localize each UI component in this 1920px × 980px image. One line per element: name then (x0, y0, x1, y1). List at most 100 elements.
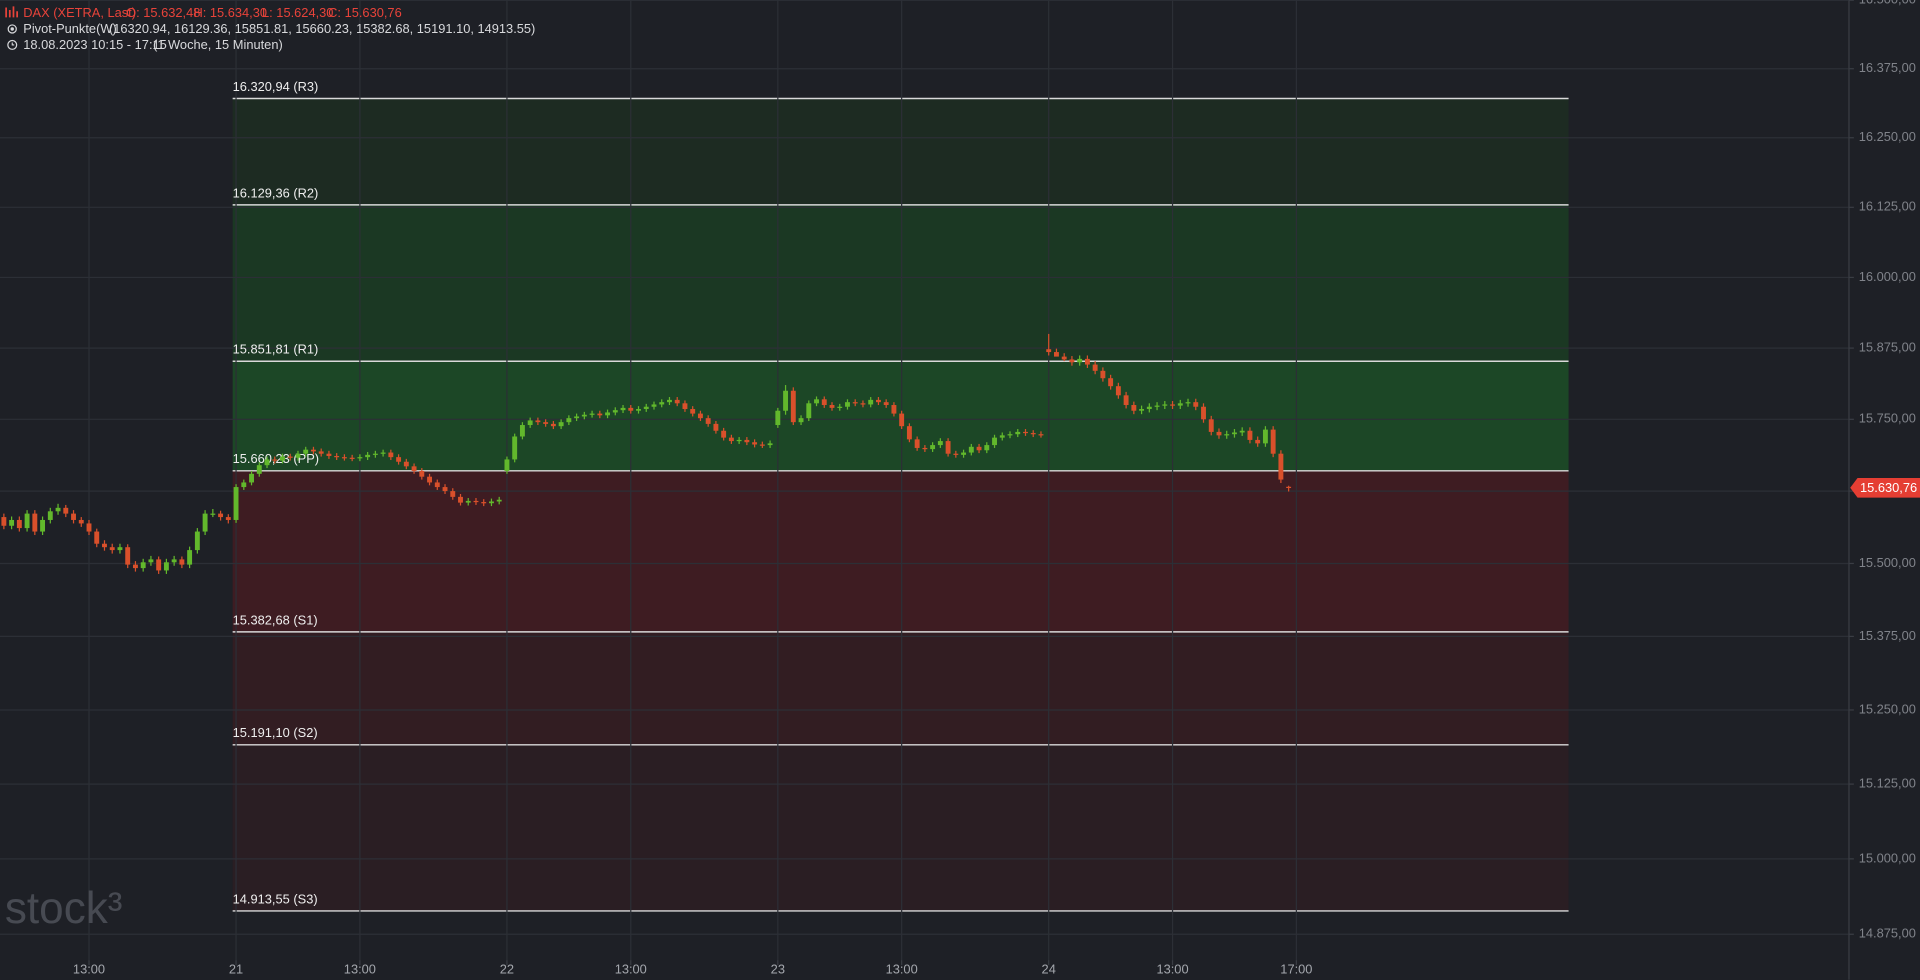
candle-body (1077, 358, 1083, 363)
close-value: C: 15.630,76 (328, 5, 402, 20)
candle-body (821, 399, 827, 406)
candle-body (845, 402, 850, 407)
candle-body (1046, 349, 1052, 353)
candle-body (798, 418, 804, 423)
x-tick-label: 13:00 (615, 961, 647, 976)
candle-body (465, 500, 471, 503)
candle-body (860, 403, 866, 405)
candle-body (179, 559, 185, 565)
candle-body (961, 452, 967, 455)
x-tick-label: 21 (229, 961, 243, 976)
candle-body (868, 399, 874, 405)
candle-body (1239, 430, 1245, 433)
pivot-label: 16.320,94 (R3) (233, 79, 319, 94)
candle-body (1278, 453, 1284, 480)
candle-body (9, 519, 15, 526)
x-tick-label: 22 (500, 961, 514, 976)
candle-body (620, 407, 626, 411)
candle-body (1247, 430, 1253, 440)
low-value: L: 15.624,30 (262, 5, 333, 20)
candle-body (1177, 403, 1183, 406)
y-tick-label: 16.000,00 (1859, 269, 1916, 284)
symbol: DAX (XETRA, Last) (23, 5, 136, 20)
candle-body (1123, 395, 1129, 406)
time-range: 18.08.2023 10:15 - 17:15 (23, 37, 167, 52)
candle-body (713, 423, 719, 431)
candle-body (1208, 419, 1214, 432)
candle-body (233, 487, 239, 520)
watermark: stock³ (5, 884, 123, 933)
open-value: O: 15.632,48 (126, 5, 200, 20)
candle-body (194, 531, 200, 551)
candle-body (473, 500, 479, 503)
candle-body (984, 445, 990, 451)
candle-body (357, 457, 363, 459)
candle-body (341, 457, 347, 459)
indicator-icon-dot (10, 27, 14, 31)
candle-body (1162, 404, 1168, 406)
candle-body (102, 543, 107, 548)
candle-body (1270, 429, 1276, 454)
candle-body (249, 473, 254, 483)
candle-body (574, 416, 580, 419)
candle-body (806, 403, 812, 419)
candle-body (1286, 486, 1292, 489)
time-range-note: (1 Woche, 15 Minuten) (153, 37, 283, 52)
candle-body (852, 402, 858, 404)
candle-body (527, 420, 533, 426)
x-tick-label: 13:00 (1156, 961, 1188, 976)
high-value: H: 15.634,30 (193, 5, 267, 20)
candle-body (210, 513, 216, 515)
candle-body (1054, 352, 1059, 357)
candle-body (783, 390, 789, 411)
candle-body (411, 466, 417, 471)
candle-body (295, 453, 301, 458)
y-tick-label: 16.250,00 (1859, 129, 1916, 144)
candle-body (829, 405, 835, 408)
candle-body (953, 453, 959, 455)
candle-body (968, 446, 974, 453)
candle-body (736, 439, 742, 442)
candle-body (1, 517, 7, 526)
candle-body (1232, 432, 1237, 435)
grid (0, 0, 1849, 961)
candle-body (1007, 434, 1013, 436)
candle-body (883, 402, 889, 406)
candle-body (922, 447, 928, 450)
last-price-label: 15.630,76 (1860, 480, 1917, 495)
candle-body (1131, 405, 1137, 411)
candle-body (1038, 434, 1044, 436)
y-tick-label: 15.375,00 (1859, 628, 1916, 643)
candle-body (163, 562, 169, 571)
y-tick-label: 16.125,00 (1859, 199, 1916, 214)
candle-body (767, 443, 773, 446)
candle-body (372, 453, 378, 455)
candle-body (1146, 406, 1152, 410)
pivot-label: 16.129,36 (R2) (233, 185, 319, 200)
candle-body (241, 482, 247, 488)
symbol-icon (5, 6, 18, 18)
candle-body (171, 559, 177, 563)
candle-body (759, 444, 765, 446)
x-tick-label: 23 (771, 961, 785, 976)
indicator-name: Pivot-Punkte(W) (23, 21, 117, 36)
plot: 16.320,94 (R3) 16.129,36 (R2) 15.851,81 (R… (1, 79, 1292, 906)
candle-body (1092, 364, 1098, 371)
candle-body (667, 399, 672, 403)
candle-body (999, 435, 1005, 438)
pivot-zones (232, 97, 1569, 912)
candle-body (752, 442, 758, 445)
y-tick-label: 15.500,00 (1859, 555, 1916, 570)
candle-body (1170, 404, 1175, 406)
candle-body (349, 457, 355, 459)
candle-body (47, 511, 53, 520)
x-tick-label: 17:00 (1280, 961, 1312, 976)
candle-body (109, 547, 115, 551)
candle-body (148, 559, 154, 563)
candle-body (682, 403, 688, 410)
candle-body (512, 436, 518, 460)
candle-body (132, 564, 138, 569)
candle-body (566, 418, 572, 423)
y-tick-label: 16.500,00 (1859, 0, 1916, 7)
candle-body (628, 407, 634, 411)
